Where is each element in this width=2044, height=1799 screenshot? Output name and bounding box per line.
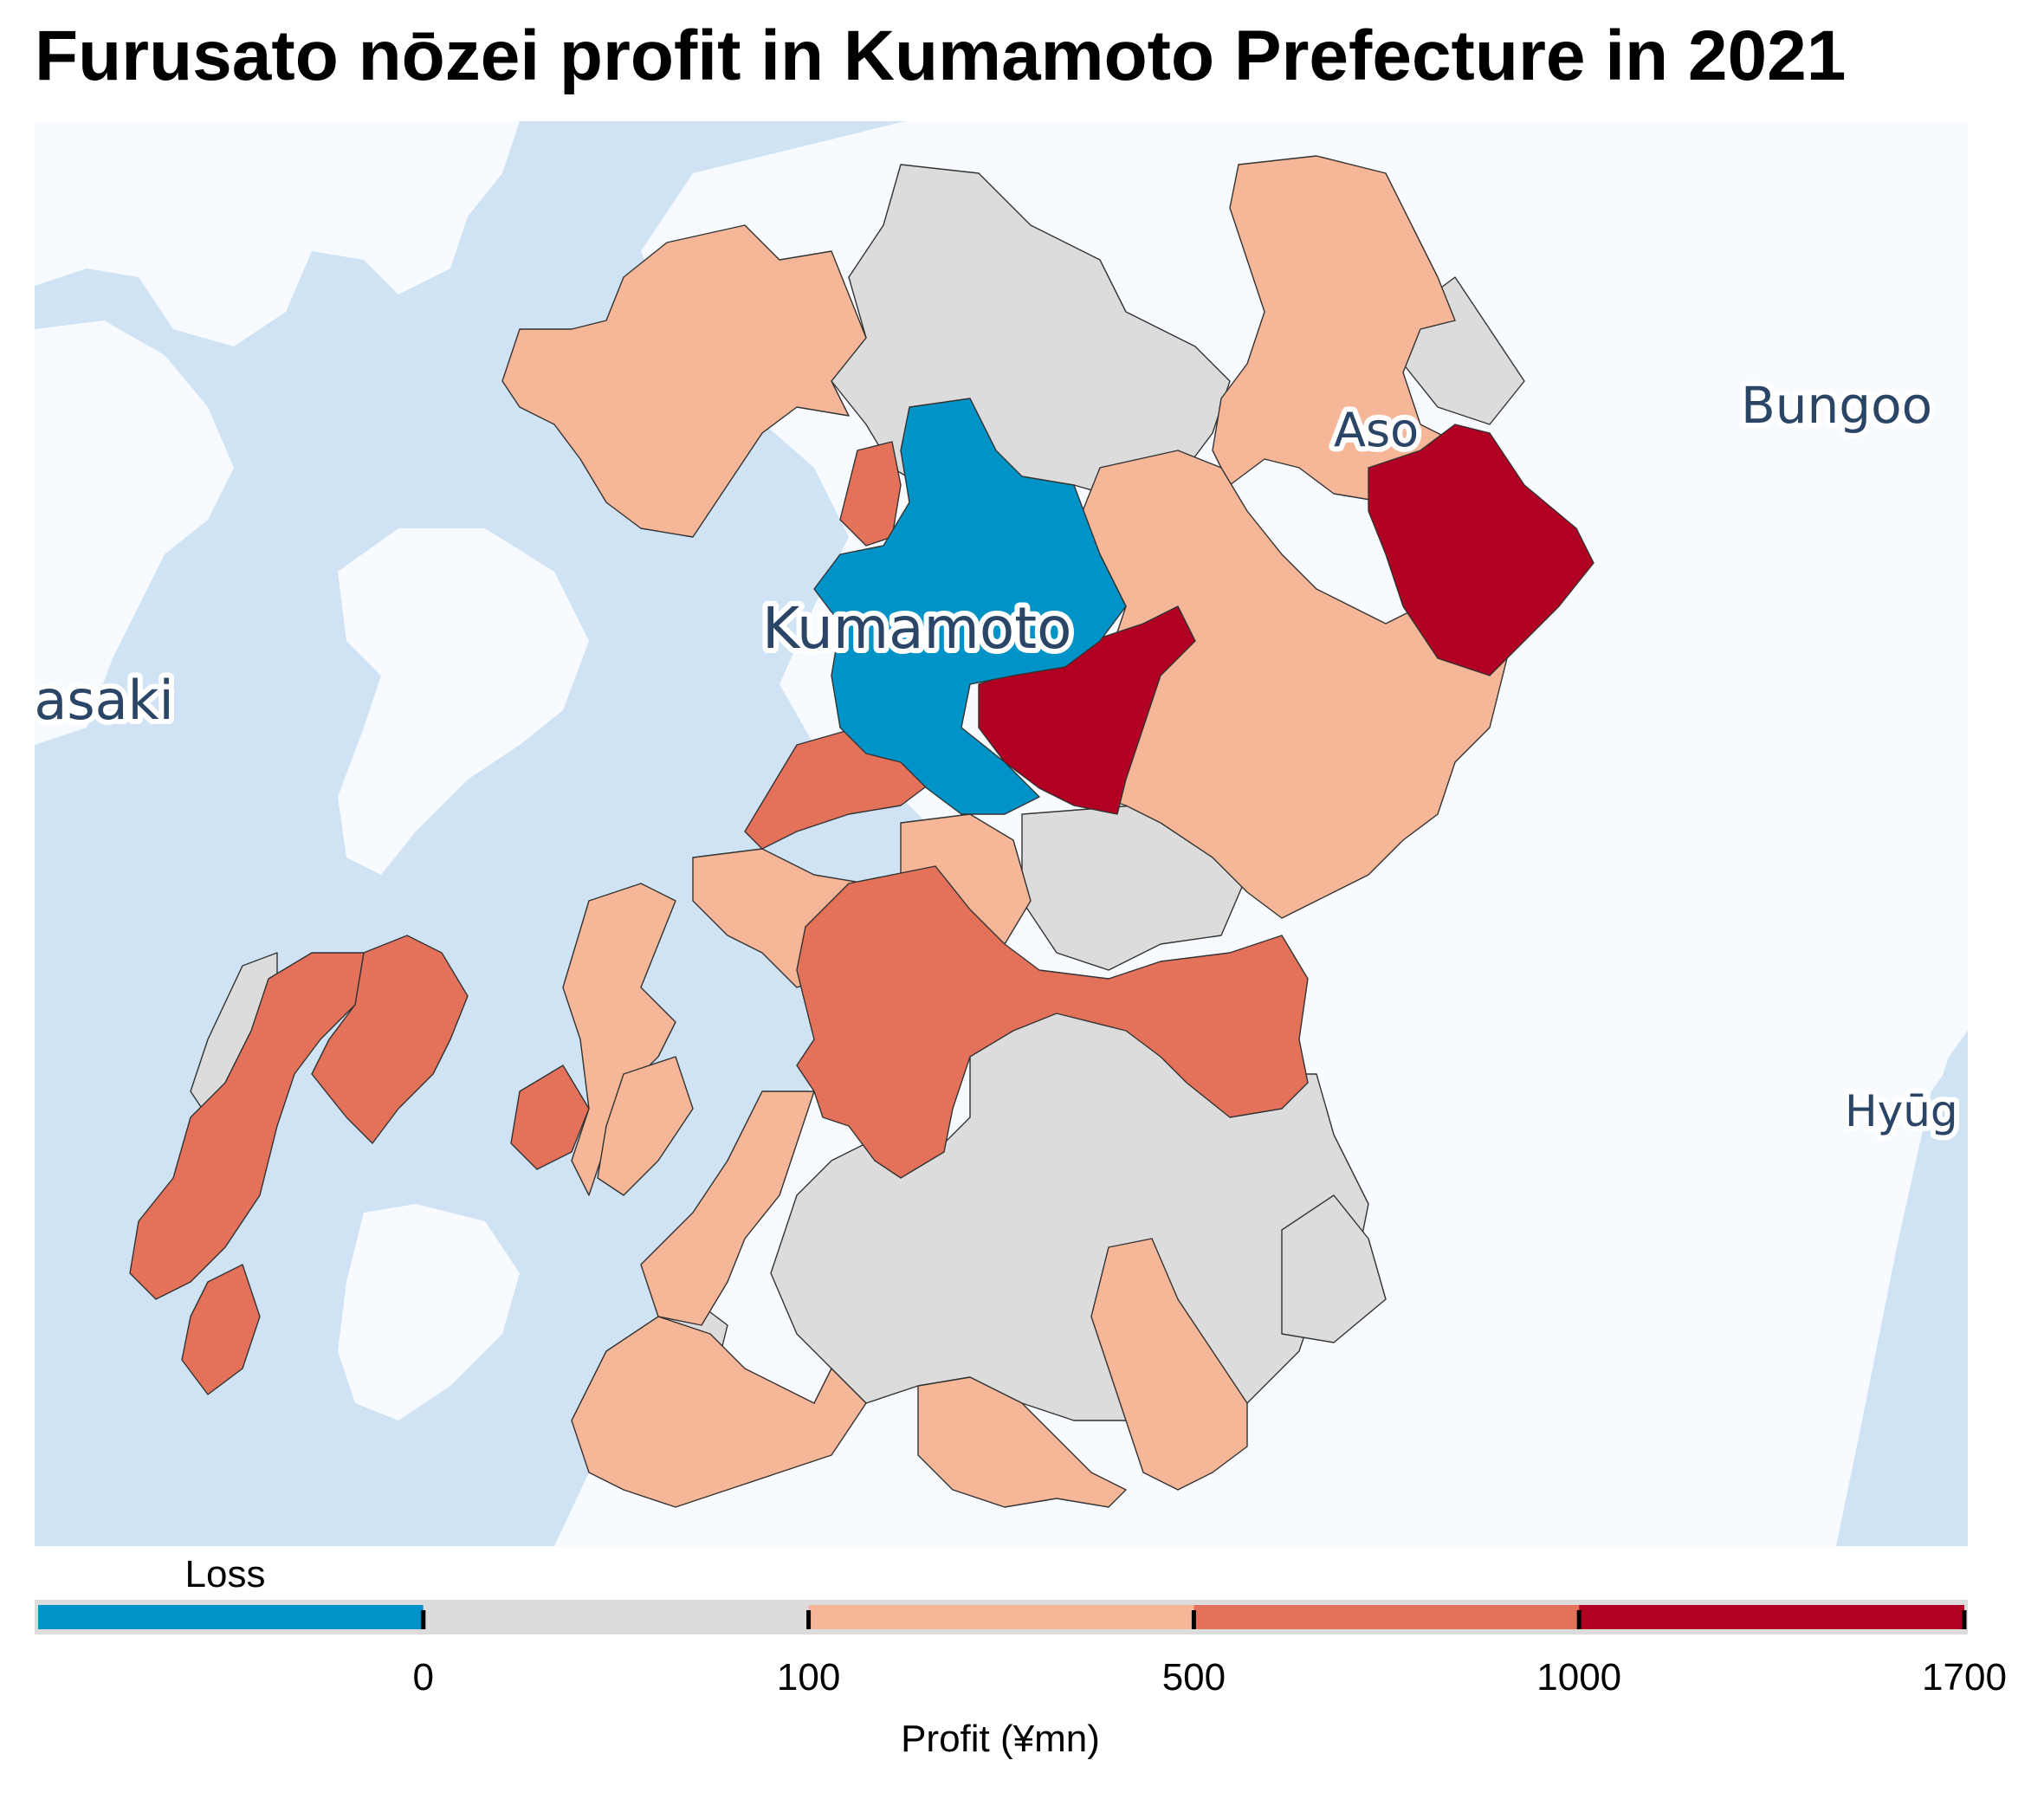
municipality xyxy=(510,1065,590,1170)
legend-loss-label: Loss xyxy=(185,1553,266,1595)
municipality xyxy=(978,605,1196,815)
municipality xyxy=(181,1264,261,1395)
legend-tick-label: 500 xyxy=(1162,1656,1226,1699)
map-label-hyuga: Hyūg xyxy=(1845,1086,1958,1136)
muni-medium-group xyxy=(129,441,1309,1395)
legend-bins xyxy=(38,1605,1964,1629)
legend-title: Profit (¥mn) xyxy=(901,1718,1100,1760)
municipality xyxy=(1368,424,1594,676)
municipality xyxy=(597,1056,694,1196)
legend-tick-label: 0 xyxy=(413,1656,434,1699)
chart-title: Furusato nōzei profit in Kumamoto Prefec… xyxy=(35,16,1847,95)
legend-ticks: 0 100 500 1000 1700 xyxy=(413,1610,2007,1699)
legend-bin xyxy=(423,1605,809,1629)
east-coast-sea xyxy=(1836,1031,1968,1546)
shimabara-peninsula xyxy=(338,528,589,875)
legend: Loss 0 100 500 1000 1700 Profit (¥mn) xyxy=(35,1553,2007,1760)
legend-tick-label: 1000 xyxy=(1536,1656,1621,1699)
legend-bin xyxy=(808,1605,1194,1629)
municipality xyxy=(813,398,1127,815)
map-label-nagasaki: gasaki xyxy=(35,669,174,732)
kyushu-land-north xyxy=(35,121,520,346)
municipality xyxy=(1090,1238,1248,1491)
legend-tick-label: 100 xyxy=(777,1656,840,1699)
municipality xyxy=(640,1090,815,1326)
legend-bin xyxy=(1193,1605,1580,1629)
nagasaki-land xyxy=(35,320,234,745)
municipality xyxy=(839,441,902,547)
municipality xyxy=(1281,1194,1387,1343)
muni-loss-group xyxy=(813,398,1127,815)
legend-bin xyxy=(1579,1605,1964,1629)
municipality xyxy=(571,1316,867,1508)
choropleth-map: Kumamoto Aso Bungoo gasaki Hyūg xyxy=(35,121,1968,1546)
amakusa-south-land xyxy=(338,1204,520,1420)
map-label-aso: Aso xyxy=(1334,403,1419,457)
municipality xyxy=(796,865,1309,1179)
municipality xyxy=(501,224,867,538)
map-label-kumamoto: Kumamoto xyxy=(762,595,1072,662)
legend-bin xyxy=(38,1605,424,1629)
legend-tick-label: 1700 xyxy=(1922,1656,2007,1699)
municipality xyxy=(311,935,469,1144)
muni-dark-group xyxy=(978,424,1594,815)
map-label-bungoono: Bungoo xyxy=(1741,376,1932,435)
municipality xyxy=(917,1376,1127,1508)
municipality xyxy=(129,952,365,1300)
